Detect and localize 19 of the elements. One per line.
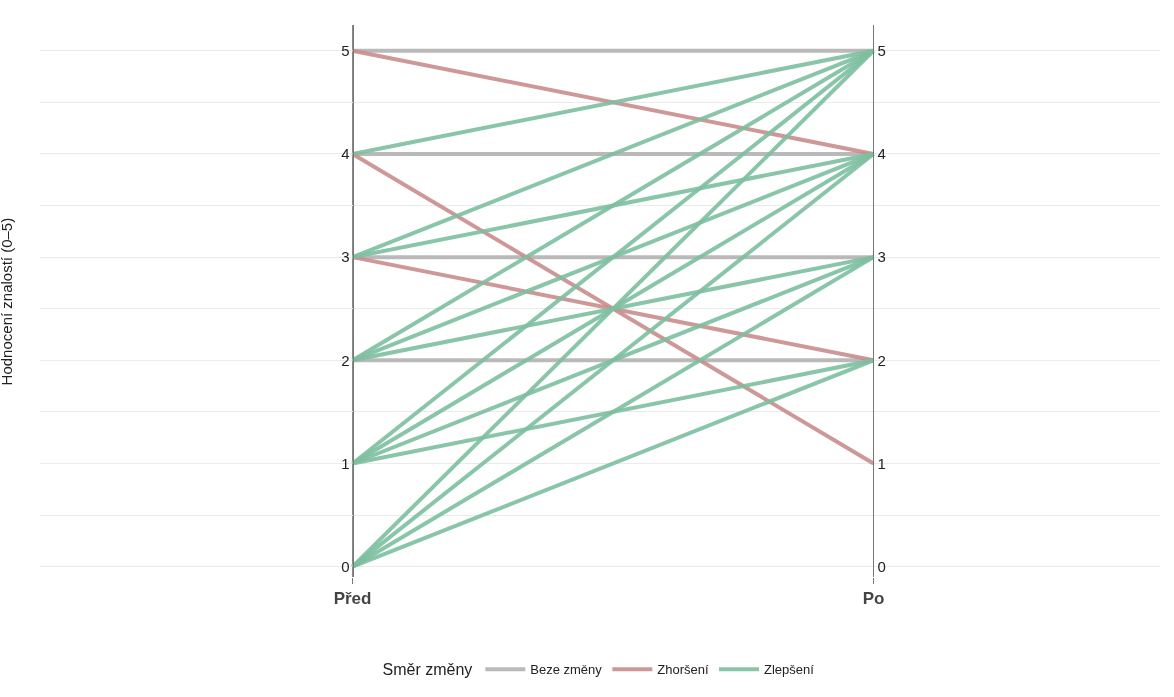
- y2-tick-label: 0: [877, 557, 886, 575]
- y-tick-label: 1: [341, 454, 350, 472]
- y2-tick-label: 3: [877, 248, 886, 266]
- y-axis-title: Hodnocení znalostí (0–5): [0, 217, 16, 386]
- y2-tick-label: 2: [877, 351, 886, 369]
- y-tick-label: 0: [341, 557, 350, 575]
- y2-tick-label: 5: [877, 42, 886, 60]
- legend-label: Beze změny: [530, 662, 603, 678]
- y-tick-label: 4: [341, 145, 350, 163]
- x-tick-label: Po: [862, 589, 885, 609]
- y2-tick-label: 1: [877, 454, 886, 472]
- y2-tick-label: 4: [877, 145, 886, 163]
- legend-label: Zlepšení: [764, 662, 815, 678]
- y-tick-label: 3: [341, 248, 350, 266]
- y-tick-label: 5: [341, 42, 350, 60]
- legend-title: Směr změny: [382, 661, 473, 679]
- x-tick-label: Před: [333, 589, 372, 609]
- legend-label: Zhoršení: [657, 662, 710, 678]
- y-tick-label: 2: [341, 351, 350, 369]
